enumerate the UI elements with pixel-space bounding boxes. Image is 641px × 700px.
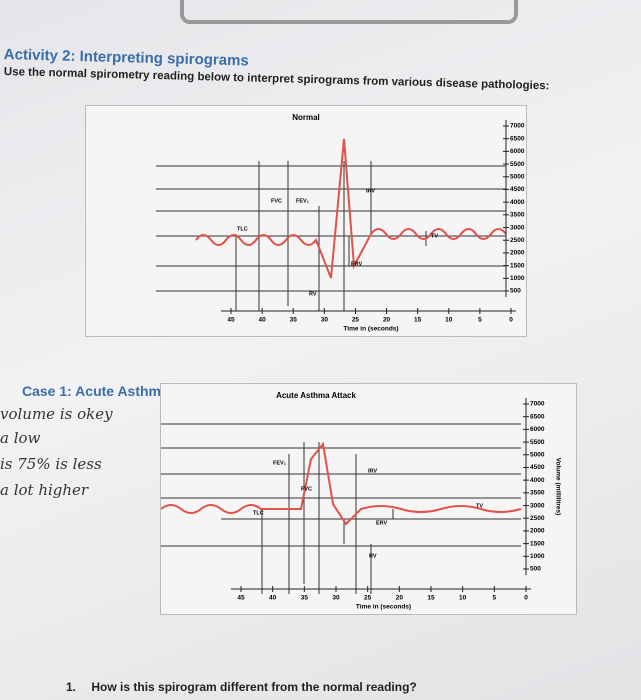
asthma-spirogram: Acute Asthma Attack700065006000550050004… — [160, 383, 577, 615]
volume-label: FVC — [271, 198, 282, 204]
handwritten-note: is 75% is less — [0, 455, 102, 473]
y-tick-label: 3000 — [530, 502, 545, 509]
volume-label: RV — [369, 553, 377, 559]
volume-label: TV — [476, 503, 483, 509]
x-axis-label: Time in (seconds) — [356, 604, 411, 611]
volume-label: IRV — [368, 468, 377, 474]
x-tick-label: 30 — [321, 317, 329, 324]
volume-label: RV — [309, 291, 317, 297]
y-tick-label: 6000 — [530, 426, 545, 433]
y-tick-label: 6500 — [530, 413, 545, 420]
x-tick-label: 0 — [509, 317, 513, 324]
y-tick-label: 4000 — [530, 477, 545, 484]
y-tick-label: 1000 — [510, 275, 525, 282]
handwritten-note: a low — [0, 429, 41, 447]
question: 1. How is this spirogram different from … — [66, 680, 417, 694]
instructions: Use the normal spirometry reading below … — [3, 66, 550, 93]
y-tick-label: 2500 — [510, 237, 525, 244]
x-tick-label: 20 — [383, 317, 391, 324]
x-tick-label: 15 — [427, 595, 435, 602]
x-axis-label: Time in (seconds) — [343, 326, 398, 333]
question-number: 1. — [66, 680, 77, 694]
x-tick-label: 20 — [396, 595, 404, 602]
y-tick-label: 1000 — [530, 553, 545, 560]
volume-label: FEV₁ — [296, 198, 310, 204]
spirogram-trace — [195, 138, 507, 279]
handwritten-note: a lot higher — [0, 481, 89, 499]
y-tick-label: 2500 — [530, 515, 545, 522]
question-text: How is this spirogram different from the… — [91, 680, 417, 694]
y-tick-label: 7000 — [510, 123, 525, 130]
x-tick-label: 40 — [269, 595, 277, 602]
x-tick-label: 10 — [445, 317, 453, 324]
normal-spirogram: Normal7000650060005500500045004000350030… — [85, 105, 527, 337]
volume-label: TLC — [237, 226, 248, 232]
y-tick-label: 2000 — [530, 528, 545, 535]
figure-title: Acute Asthma Attack — [276, 391, 356, 400]
y-tick-label: 5000 — [510, 173, 525, 180]
y-tick-label: 1500 — [510, 262, 525, 269]
x-tick-label: 30 — [332, 595, 340, 602]
x-tick-label: 15 — [414, 317, 422, 324]
y-tick-label: 5500 — [530, 439, 545, 446]
y-tick-label: 7000 — [530, 401, 545, 408]
x-tick-label: 25 — [352, 317, 360, 324]
y-tick-label: 3500 — [510, 212, 525, 219]
x-tick-label: 5 — [478, 317, 482, 324]
binder-clip — [180, 0, 518, 24]
y-tick-label: 4500 — [510, 186, 525, 193]
volume-label: ERV — [351, 261, 363, 267]
reference-lines — [161, 423, 521, 594]
y-tick-label: 6500 — [510, 135, 525, 142]
figure-title: Normal — [292, 113, 320, 122]
reference-lines — [156, 161, 506, 311]
volume-label: FEV₁ — [273, 460, 287, 466]
volume-label: IRV — [366, 188, 375, 194]
y-tick-label: 3500 — [530, 490, 545, 497]
x-tick-label: 45 — [237, 595, 245, 602]
volume-label: TV — [431, 233, 438, 239]
x-tick-label: 0 — [524, 595, 528, 602]
spirogram-trace — [161, 441, 522, 526]
volume-label: FVC — [301, 486, 312, 492]
y-tick-label: 1500 — [530, 540, 545, 547]
x-tick-label: 35 — [301, 595, 309, 602]
x-tick-label: 5 — [493, 595, 497, 602]
x-tick-label: 35 — [290, 317, 298, 324]
y-tick-label: 6000 — [510, 148, 525, 155]
activity-title: Activity 2: Interpreting spirograms — [3, 46, 249, 70]
x-tick-label: 10 — [459, 595, 467, 602]
y-axis-label: Volume (millilitres) — [554, 458, 561, 516]
y-tick-label: 5000 — [530, 451, 545, 458]
volume-label: TLC — [253, 510, 264, 516]
x-tick-label: 45 — [227, 317, 235, 324]
handwritten-note: volume is okey — [0, 405, 113, 423]
y-tick-label: 2000 — [510, 250, 525, 257]
y-tick-label: 3000 — [510, 224, 525, 231]
y-tick-label: 4500 — [530, 464, 545, 471]
y-tick-label: 500 — [510, 288, 521, 295]
y-tick-label: 5500 — [510, 161, 525, 168]
x-tick-label: 25 — [364, 595, 372, 602]
y-tick-label: 4000 — [510, 199, 525, 206]
volume-label: ERV — [376, 520, 388, 526]
y-tick-label: 500 — [530, 566, 541, 573]
x-tick-label: 40 — [258, 317, 266, 324]
